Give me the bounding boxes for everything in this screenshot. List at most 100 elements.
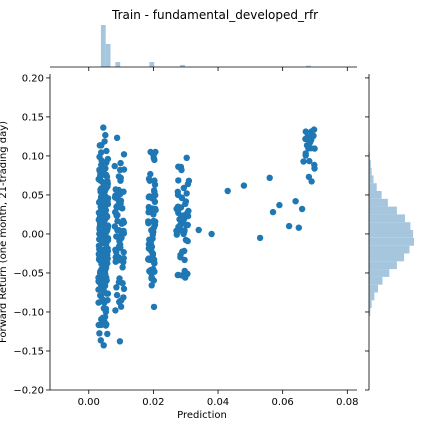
y-histogram-bar bbox=[369, 245, 410, 254]
scatter-point bbox=[148, 282, 155, 289]
scatter-point bbox=[174, 203, 182, 210]
scatter-point bbox=[292, 198, 299, 205]
scatter-point bbox=[305, 173, 313, 181]
scatter-point bbox=[208, 230, 215, 238]
scatter-point bbox=[184, 237, 191, 245]
x-tick-label: 0.04 bbox=[207, 397, 229, 408]
scatter-point bbox=[113, 233, 120, 240]
scatter-point bbox=[151, 198, 159, 205]
y-histogram-bar bbox=[369, 206, 397, 215]
y-marginal-histogram bbox=[369, 136, 414, 316]
y-tick-label: 0.05 bbox=[22, 190, 44, 201]
scatter-point bbox=[195, 226, 202, 234]
scatter-point bbox=[99, 178, 106, 186]
x-histogram-bar bbox=[105, 43, 111, 67]
scatter-point bbox=[104, 255, 111, 262]
scatter-point bbox=[96, 256, 104, 263]
scatter-point bbox=[115, 257, 122, 264]
x-histogram-bar bbox=[115, 62, 121, 67]
chart-title: Train - fundamental_developed_rfr bbox=[111, 8, 318, 22]
scatter-point bbox=[175, 271, 182, 279]
scatter-point bbox=[99, 235, 107, 242]
scatter-point bbox=[183, 190, 190, 197]
scatter-point bbox=[175, 163, 182, 170]
scatter-point bbox=[96, 330, 103, 337]
scatter-point bbox=[240, 182, 248, 189]
y-histogram-bar bbox=[369, 175, 374, 184]
scatter-point bbox=[266, 174, 273, 181]
scatter-point bbox=[120, 285, 128, 292]
scatter-point bbox=[97, 337, 105, 344]
y-histogram-bar bbox=[369, 167, 372, 176]
y-histogram-bar bbox=[369, 159, 371, 168]
y-histogram-bar bbox=[369, 230, 414, 238]
scatter-point bbox=[101, 192, 109, 200]
scatter-point bbox=[177, 254, 184, 261]
scatter-point bbox=[224, 187, 231, 195]
y-histogram-bar bbox=[369, 269, 390, 277]
scatter-point bbox=[118, 297, 125, 304]
scatter-point bbox=[100, 166, 107, 174]
x-marginal-histogram bbox=[100, 25, 311, 67]
y-histogram-bar bbox=[369, 308, 371, 316]
scatter-point bbox=[150, 152, 157, 159]
scatter-point bbox=[145, 245, 152, 252]
scatter-point bbox=[150, 207, 157, 215]
scatter-point bbox=[305, 145, 312, 152]
scatter-point bbox=[120, 188, 127, 195]
scatter-point bbox=[302, 128, 309, 135]
scatter-point bbox=[311, 161, 318, 169]
scatter-point bbox=[95, 299, 102, 306]
scatter-point bbox=[151, 260, 158, 267]
y-histogram-bar bbox=[369, 253, 405, 262]
scatter-point bbox=[150, 187, 158, 194]
y-histogram-bar bbox=[369, 191, 382, 199]
scatter-point bbox=[104, 297, 111, 304]
x-axis-ticks: 0.00 0.02 0.04 0.06 0.08 bbox=[78, 390, 358, 408]
scatter-point bbox=[104, 236, 112, 244]
scatter-point bbox=[100, 124, 107, 131]
x-tick-label: 0.06 bbox=[272, 397, 294, 408]
scatter-point bbox=[295, 224, 302, 231]
scatter-point bbox=[97, 292, 104, 299]
scatter-point bbox=[111, 162, 118, 170]
scatter-point bbox=[113, 284, 120, 291]
scatter-point bbox=[97, 186, 104, 193]
scatter-point bbox=[104, 330, 111, 338]
scatter-point bbox=[101, 203, 108, 211]
scatter-point bbox=[102, 308, 110, 315]
scatter-point bbox=[310, 132, 317, 139]
x-marginal-ticks bbox=[88, 67, 348, 71]
x-tick-label: 0.02 bbox=[142, 397, 164, 408]
y-histogram-bar bbox=[369, 292, 375, 301]
scatter-point bbox=[184, 221, 191, 229]
scatter-point bbox=[112, 186, 119, 193]
scatter-point bbox=[145, 255, 152, 262]
scatter-point bbox=[102, 131, 109, 139]
scatter-point bbox=[119, 264, 126, 271]
scatter-point bbox=[97, 197, 104, 204]
scatter-point bbox=[147, 170, 154, 178]
y-histogram-bar bbox=[369, 152, 370, 160]
scatter-point bbox=[184, 180, 192, 188]
y-tick-label: 0.20 bbox=[22, 73, 44, 84]
scatter-point bbox=[302, 150, 309, 157]
scatter-point bbox=[101, 270, 109, 277]
scatter-point bbox=[97, 211, 104, 218]
scatter-point bbox=[300, 158, 307, 165]
scatter-point bbox=[147, 266, 155, 274]
scatter-point bbox=[98, 149, 105, 156]
scatter-point bbox=[120, 166, 128, 173]
scatter-point bbox=[119, 280, 126, 287]
scatter-point bbox=[120, 227, 127, 235]
scatter-point bbox=[120, 219, 128, 226]
scatter-point bbox=[104, 198, 111, 205]
scatter-point bbox=[95, 321, 102, 329]
x-axis-label: Prediction bbox=[177, 410, 227, 421]
scatter-point bbox=[180, 184, 187, 192]
scatter-point bbox=[101, 138, 108, 145]
y-histogram-bar bbox=[369, 300, 372, 309]
y-tick-label: −0.20 bbox=[13, 386, 44, 397]
scatter-point bbox=[96, 142, 104, 149]
scatter-point bbox=[148, 275, 155, 282]
